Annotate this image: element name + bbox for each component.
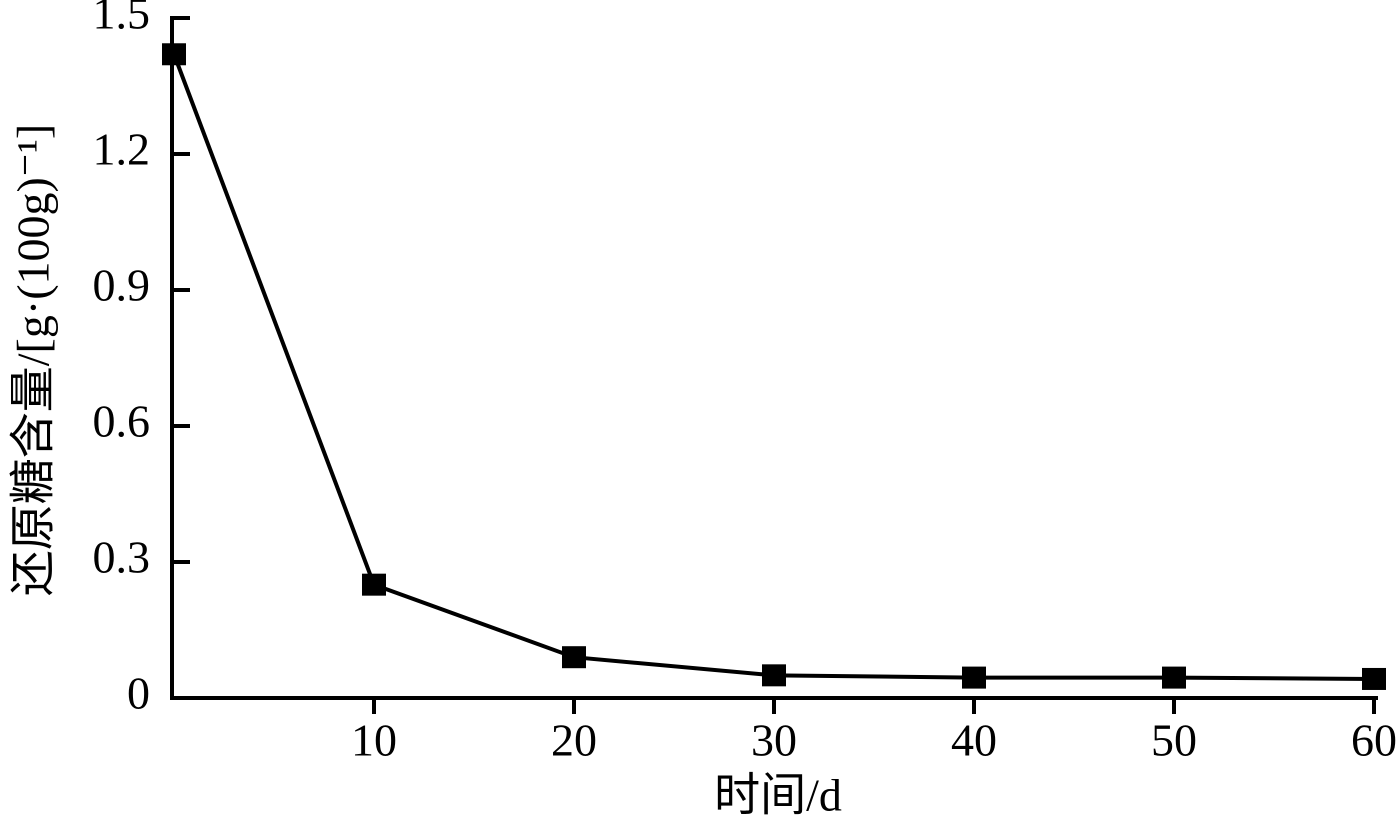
line — [172, 53, 1375, 681]
x-tick-label: 60 — [1351, 715, 1397, 766]
x-axis-label: 时间/d — [714, 770, 842, 821]
y-tick-label: 0 — [127, 668, 150, 719]
x-tick-label: 30 — [751, 715, 797, 766]
y-tick-label: 0.9 — [93, 260, 151, 311]
x-tick-label: 40 — [951, 715, 997, 766]
y-tick-label: 0.3 — [93, 532, 151, 583]
marker — [962, 666, 986, 689]
x-tick-label: 10 — [351, 715, 397, 766]
marker — [1362, 667, 1386, 690]
y-tick-label: 1.2 — [93, 124, 151, 175]
y-tick-label: 0.6 — [93, 396, 151, 447]
marker — [362, 573, 386, 596]
x-tick-label: 20 — [551, 715, 597, 766]
y-tick-label: 1.5 — [93, 0, 151, 39]
y-axis-label: 还原糖含量/[g·(100g)⁻¹] — [8, 124, 59, 596]
x-tick-label: 50 — [1151, 715, 1197, 766]
marker — [562, 646, 586, 669]
marker — [762, 664, 786, 687]
marker — [1162, 666, 1186, 689]
marker — [162, 43, 186, 66]
